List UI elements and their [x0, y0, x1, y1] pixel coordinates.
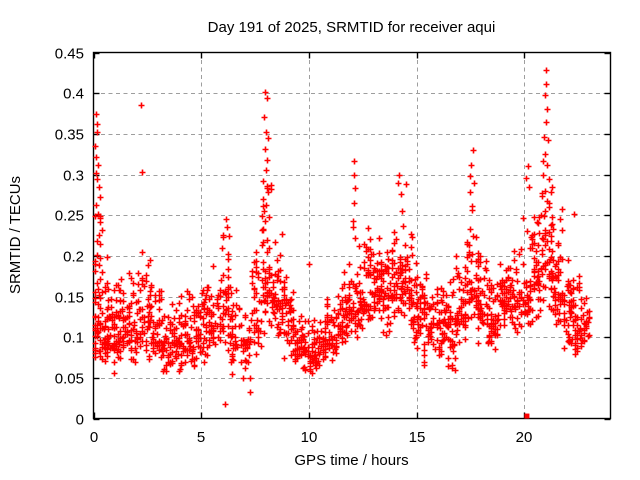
- tick-layer: [93, 52, 611, 421]
- tick-labels-layer: 0 5 10 15 20 0 0.05 0.1 0.15 0.2 0.25 0.3 0.35 0.4 0.4…: [55, 46, 533, 447]
- y-tick-label: 0.15: [55, 290, 84, 307]
- y-tick-label: 0.05: [55, 371, 84, 388]
- y-tick-label: 0.25: [55, 208, 84, 225]
- x-axis-label: GPS time / hours: [294, 452, 409, 469]
- scatter-points: [92, 67, 593, 408]
- y-axis-label: SRMTID / TECUs: [7, 175, 24, 295]
- x-tick-label: 0: [90, 429, 98, 446]
- y-tick-label: 0.4: [63, 86, 84, 103]
- chart-title: Day 191 of 2025, SRMTID for receiver aqu…: [207, 19, 496, 36]
- x-tick-label: 5: [197, 429, 205, 446]
- y-tick-label: 0.2: [63, 249, 84, 266]
- y-tick-label: 0.45: [55, 46, 84, 63]
- x-tick-label: 10: [301, 429, 318, 446]
- plot-border: [92, 51, 612, 420]
- y-tick-label: 0.1: [63, 330, 84, 347]
- y-tick-label: 0.35: [55, 127, 84, 144]
- special-point-square: [524, 413, 530, 419]
- y-tick-label: 0.3: [63, 168, 84, 185]
- x-tick-label: 15: [409, 429, 426, 446]
- y-tick-label: 0: [76, 412, 84, 429]
- special-points-layer: [524, 413, 530, 419]
- x-tick-label: 20: [516, 429, 533, 446]
